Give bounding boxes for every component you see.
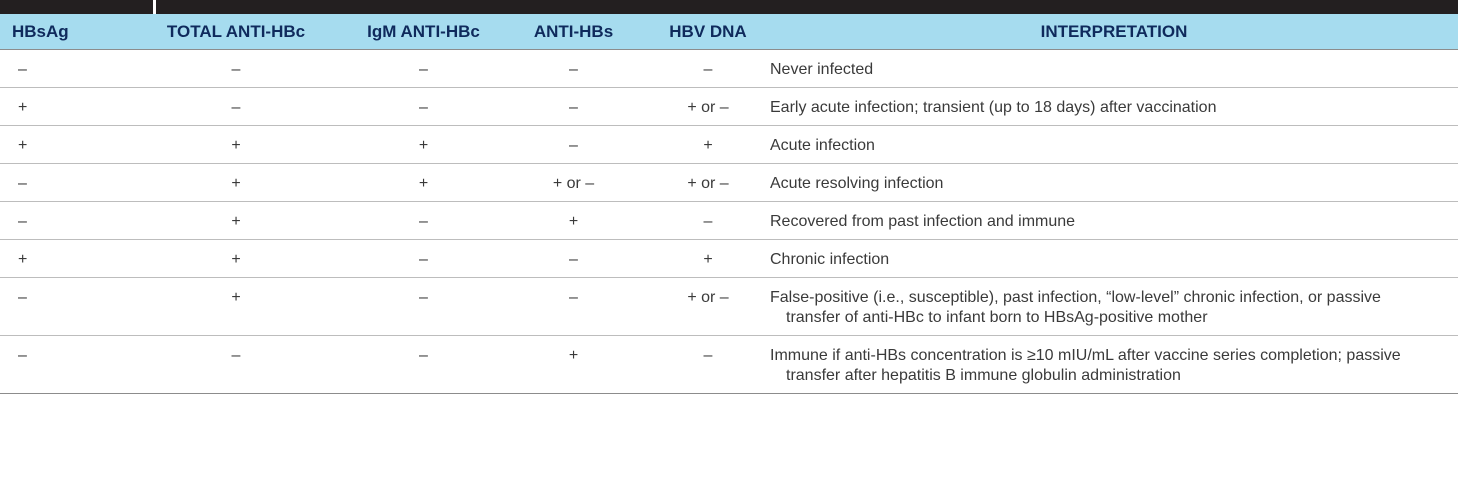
cell-total-anti-hbc: – (126, 87, 346, 126)
cell-hbv-dna: + or – (646, 163, 770, 202)
cell-igm-anti-hbc: – (346, 201, 501, 240)
cell-igm-anti-hbc: – (346, 277, 501, 336)
cell-anti-hbs: – (501, 277, 646, 336)
header-interpretation: INTERPRETATION (770, 14, 1458, 50)
cell-total-anti-hbc: + (126, 163, 346, 202)
cell-interpretation: Immune if anti-HBs concentration is ≥10 … (770, 335, 1458, 394)
cell-hbv-dna: + or – (646, 87, 770, 126)
table-row: – + + + or – + or – Acute resolving infe… (0, 163, 1458, 202)
cell-hbv-dna: + or – (646, 277, 770, 336)
table-header: HBsAg TOTAL ANTI-HBc IgM ANTI-HBc ANTI-H… (0, 14, 1458, 50)
cell-hbsag: + (0, 87, 126, 126)
cell-igm-anti-hbc: – (346, 87, 501, 126)
table-row: – + – – + or – False-positive (i.e., sus… (0, 277, 1458, 336)
cell-igm-anti-hbc: – (346, 335, 501, 394)
header-total-anti-hbc: TOTAL ANTI-HBc (126, 14, 346, 50)
cell-igm-anti-hbc: + (346, 125, 501, 164)
cell-hbsag: + (0, 125, 126, 164)
interpretation-text: False-positive (i.e., susceptible), past… (770, 289, 1381, 326)
cell-hbv-dna: – (646, 335, 770, 394)
cell-anti-hbs: – (501, 125, 646, 164)
cell-hbsag: – (0, 201, 126, 240)
cell-interpretation: False-positive (i.e., susceptible), past… (770, 277, 1458, 336)
header-anti-hbs: ANTI-HBs (501, 14, 646, 50)
header-igm-anti-hbc: IgM ANTI-HBc (346, 14, 501, 50)
cell-hbv-dna: – (646, 201, 770, 240)
cell-anti-hbs: – (501, 239, 646, 278)
cell-total-anti-hbc: + (126, 277, 346, 336)
table-body: – – – – – Never infected + – – – + or – … (0, 49, 1458, 394)
interpretation-text: Recovered from past infection and immune (770, 213, 1076, 230)
interpretation-text: Never infected (770, 61, 874, 78)
cell-total-anti-hbc: + (126, 125, 346, 164)
table-row: – – – – – Never infected (0, 49, 1458, 88)
cell-total-anti-hbc: – (126, 49, 346, 88)
table-row: + – – – + or – Early acute infection; tr… (0, 87, 1458, 126)
header-hbsag: HBsAg (0, 14, 126, 50)
cell-interpretation: Never infected (770, 49, 1458, 88)
cell-total-anti-hbc: + (126, 239, 346, 278)
cell-interpretation: Acute resolving infection (770, 163, 1458, 202)
interpretation-text: Early acute infection; transient (up to … (770, 99, 1217, 116)
header-row: HBsAg TOTAL ANTI-HBc IgM ANTI-HBc ANTI-H… (0, 14, 1458, 50)
cell-total-anti-hbc: + (126, 201, 346, 240)
cell-anti-hbs: + or – (501, 163, 646, 202)
cell-anti-hbs: + (501, 201, 646, 240)
cell-anti-hbs: – (501, 49, 646, 88)
table-row: + + – – + Chronic infection (0, 239, 1458, 278)
cell-hbv-dna: + (646, 125, 770, 164)
cell-anti-hbs: + (501, 335, 646, 394)
cell-hbv-dna: + (646, 239, 770, 278)
cell-hbsag: – (0, 277, 126, 336)
table-row: – + – + – Recovered from past infection … (0, 201, 1458, 240)
top-bar-notch (153, 0, 156, 14)
cell-interpretation: Recovered from past infection and immune (770, 201, 1458, 240)
cell-interpretation: Acute infection (770, 125, 1458, 164)
table-row: + + + – + Acute infection (0, 125, 1458, 164)
cell-total-anti-hbc: – (126, 335, 346, 394)
header-hbv-dna: HBV DNA (646, 14, 770, 50)
cell-hbv-dna: – (646, 49, 770, 88)
cell-interpretation: Early acute infection; transient (up to … (770, 87, 1458, 126)
interpretation-text: Chronic infection (770, 251, 890, 268)
cell-hbsag: – (0, 335, 126, 394)
cell-igm-anti-hbc: – (346, 49, 501, 88)
hbv-serology-table: HBsAg TOTAL ANTI-HBc IgM ANTI-HBc ANTI-H… (0, 14, 1458, 394)
cell-igm-anti-hbc: + (346, 163, 501, 202)
interpretation-text: Acute resolving infection (770, 175, 944, 192)
top-bar (0, 0, 1458, 14)
table-row: – – – + – Immune if anti-HBs concentrati… (0, 335, 1458, 394)
cell-interpretation: Chronic infection (770, 239, 1458, 278)
cell-igm-anti-hbc: – (346, 239, 501, 278)
cell-anti-hbs: – (501, 87, 646, 126)
cell-hbsag: – (0, 49, 126, 88)
cell-hbsag: + (0, 239, 126, 278)
interpretation-text: Immune if anti-HBs concentration is ≥10 … (770, 347, 1401, 384)
cell-hbsag: – (0, 163, 126, 202)
interpretation-text: Acute infection (770, 137, 875, 154)
